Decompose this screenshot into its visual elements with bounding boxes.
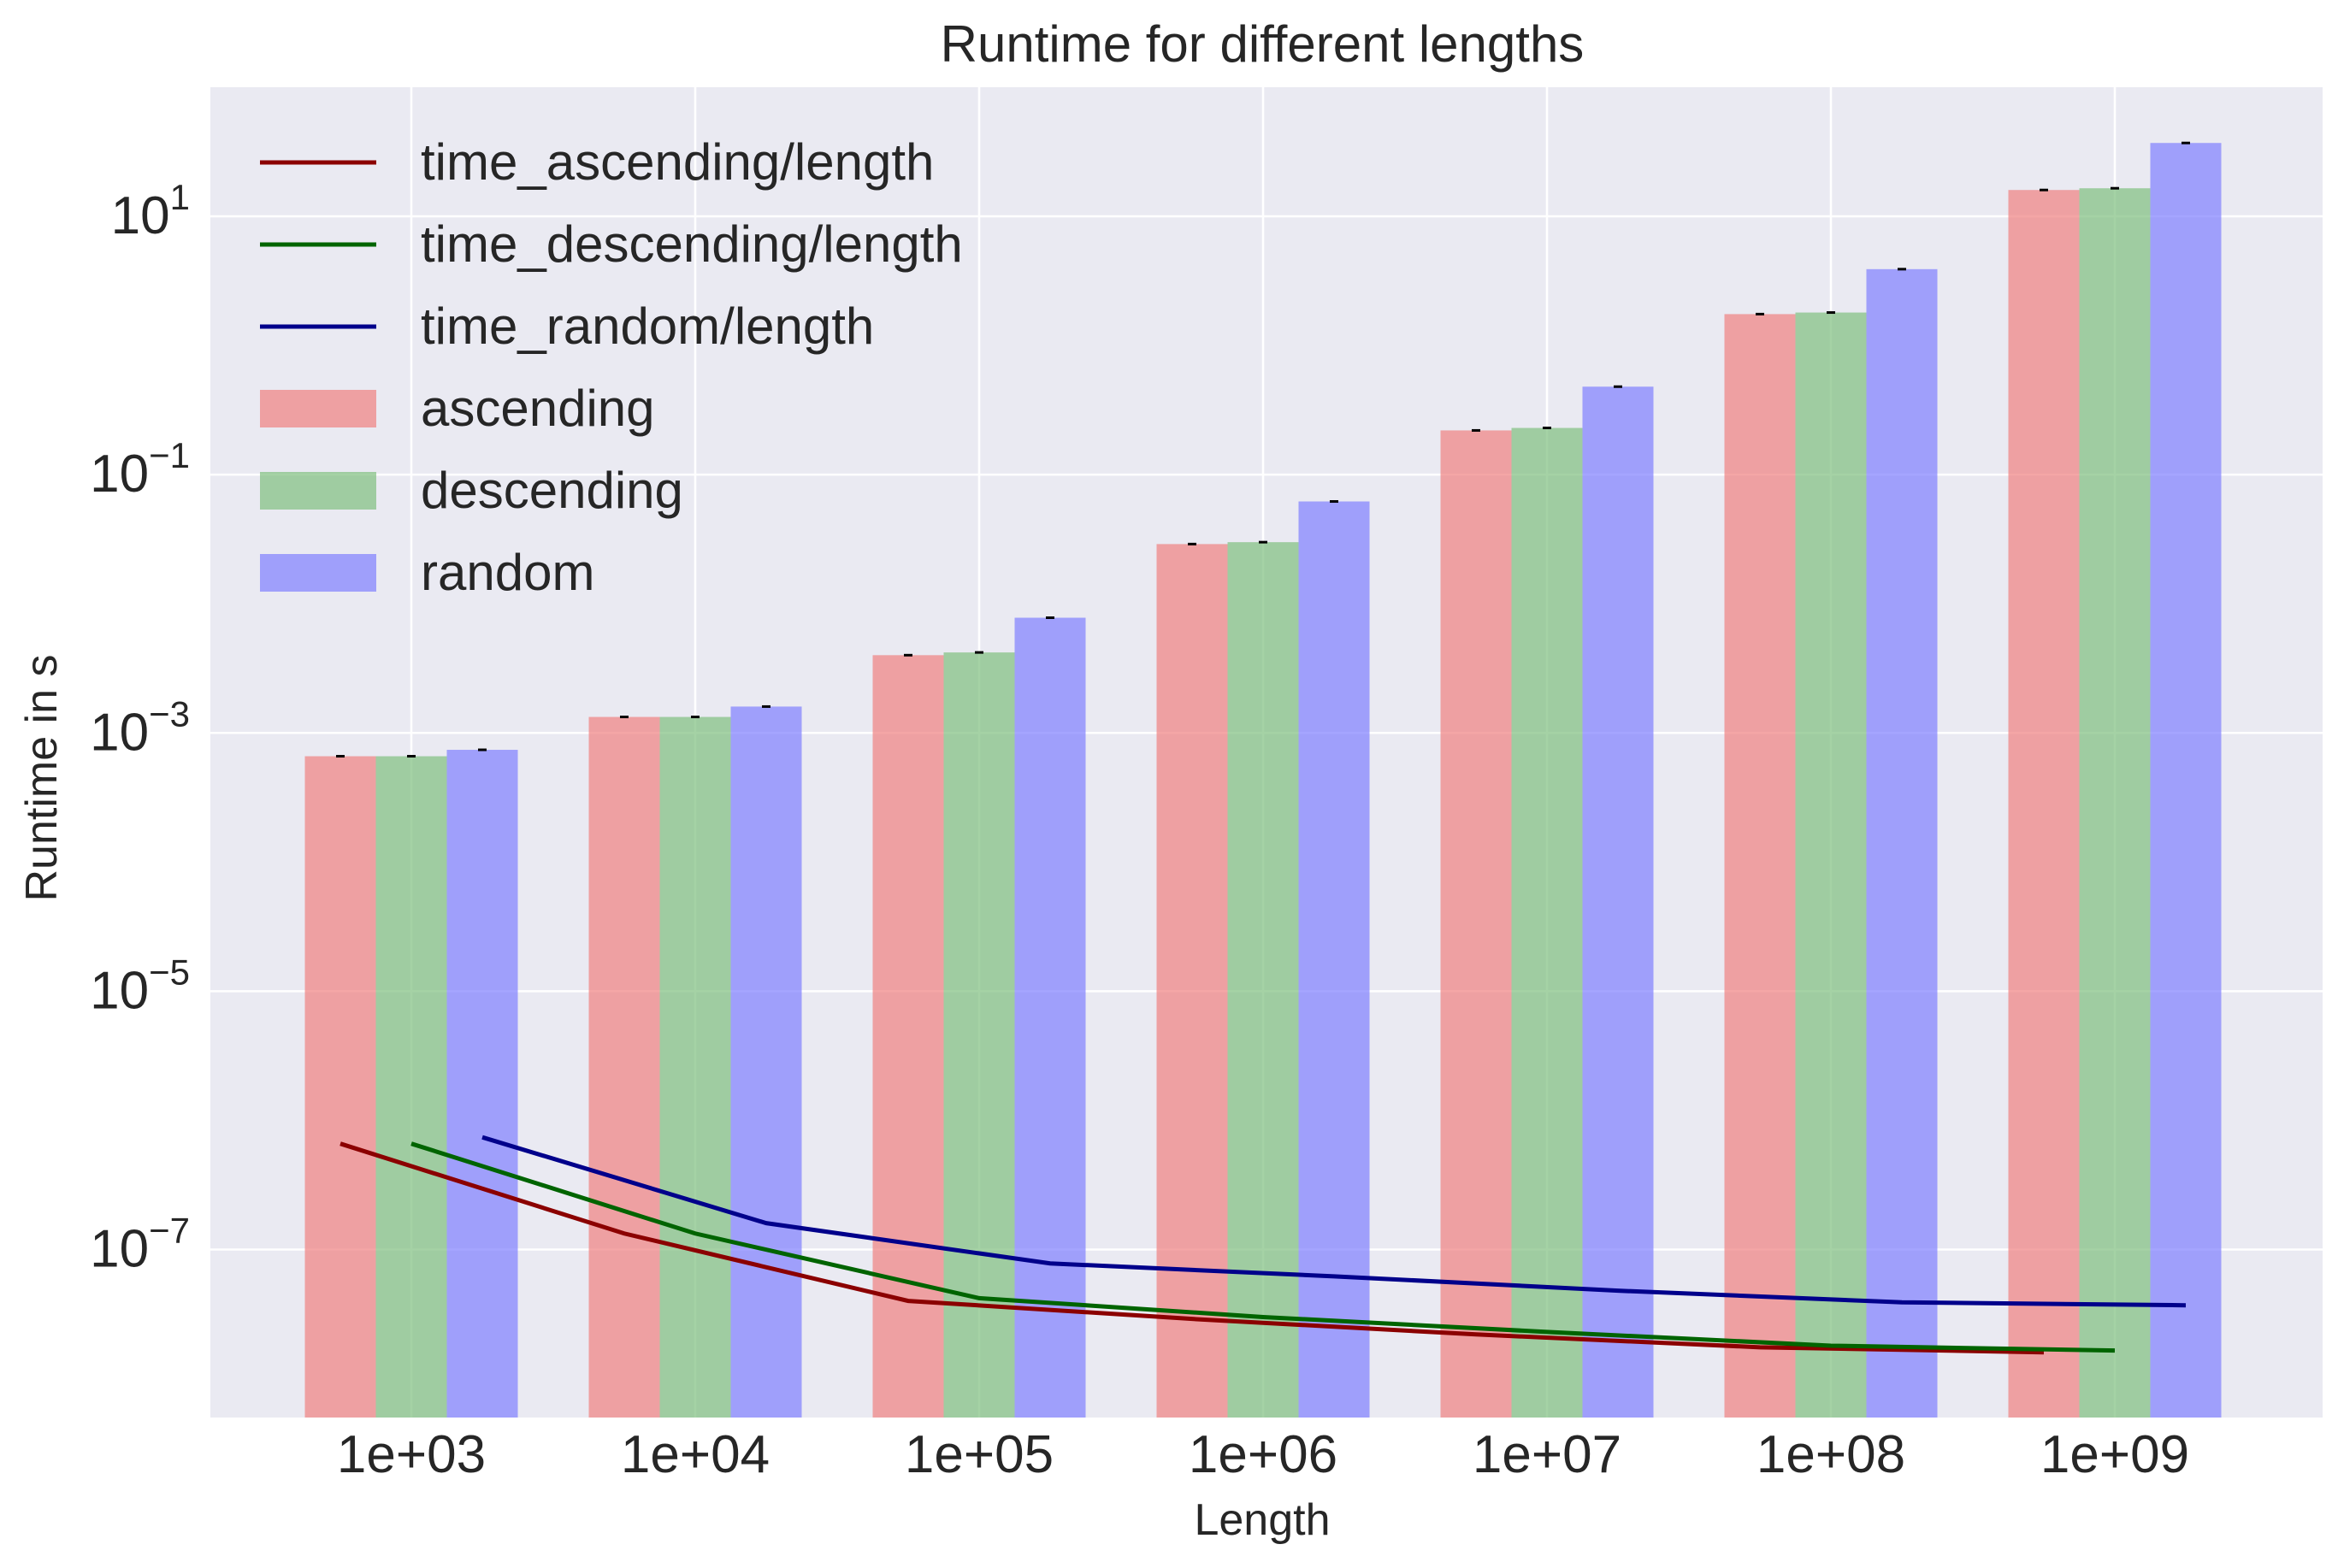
legend-swatch [260,472,376,510]
legend-swatch [260,554,376,592]
bar-random [1014,617,1086,1418]
bar-random [446,750,518,1418]
bar-random [730,706,802,1418]
bar-ascending [2008,190,2080,1418]
bar-ascending [304,756,376,1418]
line-time-random-length [481,1135,2187,1308]
line-series [339,1135,2187,1355]
legend: time_ascending/length time_descending/len… [260,133,963,601]
x-axis-ticks: 1e+03 1e+04 1e+05 1e+06 1e+07 1e+08 1e+09 [337,1425,2189,1484]
bar-descending [375,756,447,1418]
legend-label: time_random/length [421,298,874,355]
legend-label: ascending [421,380,655,437]
y-tick-label: 101 [111,177,190,245]
bar-descending [659,716,731,1418]
legend-label: time_descending/length [421,215,963,273]
line-time-descending-length [410,1141,2116,1353]
y-tick-label: 10−3 [90,693,190,762]
line-time-ascending-length [339,1141,2045,1355]
bar-ascending [588,716,660,1418]
y-tick-label: 10−1 [90,435,190,504]
bar-ascending [1724,314,1796,1418]
chart-title: Runtime for different lengths [941,15,1585,73]
bar-ascending [872,655,944,1418]
x-axis-label: Length [1194,1495,1330,1545]
bar-random [2150,143,2222,1418]
bar-ascending [1440,430,1512,1418]
x-tick-label: 1e+06 [1189,1425,1337,1484]
bar-random [1866,268,1938,1418]
x-tick-label: 1e+08 [1756,1425,1905,1484]
bar-descending [1227,542,1299,1418]
legend-label: descending [421,462,683,519]
bar-descending [943,652,1015,1418]
legend-label: random [421,544,594,601]
bar-descending [2079,188,2151,1418]
bar-descending [1795,312,1867,1418]
x-tick-label: 1e+05 [905,1425,1054,1484]
x-tick-label: 1e+07 [1473,1425,1621,1484]
bar-random [1582,386,1654,1418]
y-axis-ticks: 10−7 10−5 10−3 10−1 101 [90,177,190,1278]
x-tick-label: 1e+09 [2040,1425,2189,1484]
y-axis-label: Runtime in s [17,655,67,902]
y-tick-label: 10−7 [90,1210,190,1278]
bar-ascending [1156,544,1228,1418]
legend-label: time_ascending/length [421,133,934,191]
y-tick-label: 10−5 [90,952,190,1020]
bar-random [1298,501,1370,1418]
bar-descending [1511,427,1583,1418]
legend-swatch [260,390,376,427]
x-tick-label: 1e+04 [621,1425,770,1484]
x-tick-label: 1e+03 [337,1425,486,1484]
